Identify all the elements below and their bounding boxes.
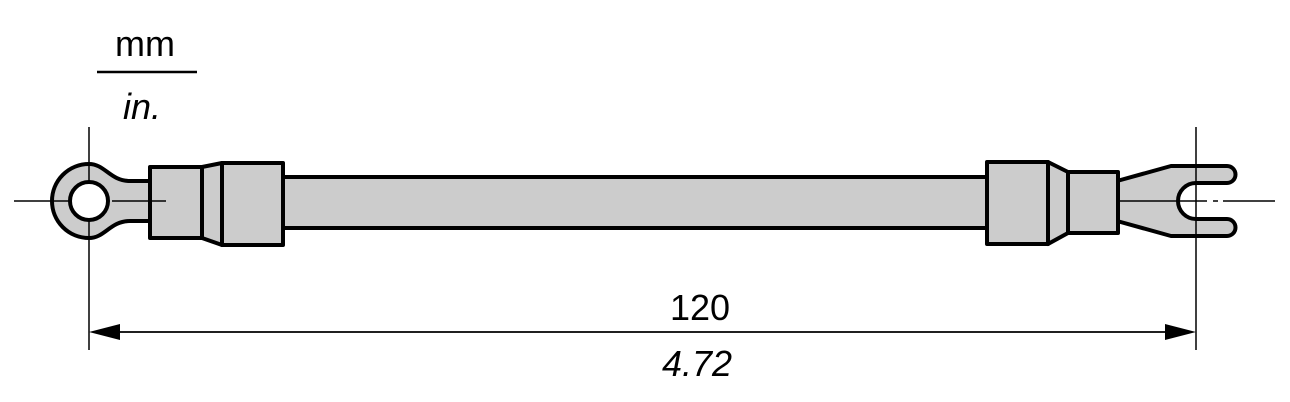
arrow-left-icon — [89, 324, 120, 340]
right-sleeve-taper — [1046, 160, 1070, 246]
right-sleeve-inner — [1066, 170, 1120, 235]
unit-mm: mm — [115, 23, 175, 64]
left-sleeve-outer — [220, 161, 285, 247]
center-lines — [14, 127, 1275, 350]
left-sleeve-inner — [148, 165, 204, 240]
unit-legend: mm in. — [97, 23, 197, 127]
dimension-line: 120 4.72 — [89, 287, 1196, 384]
dimension-in: 4.72 — [662, 343, 732, 384]
cable — [278, 175, 992, 230]
unit-in: in. — [123, 86, 161, 127]
left-sleeve-taper — [200, 161, 224, 247]
right-sleeve-outer — [985, 160, 1050, 246]
dimension-mm: 120 — [670, 287, 730, 328]
arrow-right-icon — [1165, 324, 1196, 340]
ring-hole — [68, 180, 110, 222]
